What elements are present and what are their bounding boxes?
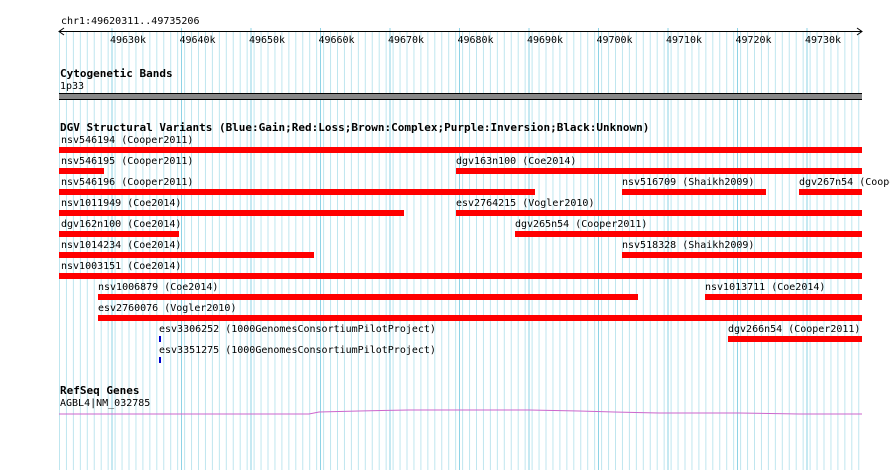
- dgv-feature-bar[interactable]: [159, 336, 161, 342]
- dgv-feature-label: dgv162n100 (Coe2014): [61, 219, 182, 230]
- ruler-tick-label: 49650k: [248, 35, 286, 46]
- cytoband-track-title: Cytogenetic Bands: [60, 67, 173, 80]
- dgv-feature-label: dgv265n54 (Cooper2011): [515, 219, 648, 230]
- ruler-tick-label: 49730k: [804, 35, 842, 46]
- dgv-feature-bar[interactable]: [622, 189, 766, 195]
- dgv-feature-label: esv2764215 (Vogler2010): [456, 198, 595, 209]
- ruler-tick-label: 49660k: [318, 35, 355, 46]
- ruler-arrows: [58, 27, 863, 36]
- cytoband-label: 1p33: [60, 81, 85, 92]
- dgv-feature-bar[interactable]: [59, 168, 104, 174]
- ruler-tick-label: 49700k: [596, 35, 633, 46]
- dgv-feature-bar[interactable]: [98, 315, 862, 321]
- dgv-feature-label: nsv546196 (Cooper2011): [61, 177, 194, 188]
- dgv-feature-bar[interactable]: [98, 294, 638, 300]
- ruler-tick-label: 49680k: [457, 35, 494, 46]
- dgv-feature-label: nsv1014234 (Coe2014): [61, 240, 182, 251]
- dgv-feature-bar[interactable]: [456, 210, 862, 216]
- dgv-feature-bar[interactable]: [705, 294, 862, 300]
- dgv-feature-bar[interactable]: [59, 147, 862, 153]
- dgv-feature-bar[interactable]: [59, 252, 314, 258]
- ruler-tick-label: 49710k: [665, 35, 703, 46]
- dgv-feature-bar[interactable]: [59, 231, 179, 237]
- dgv-feature-label: nsv546195 (Cooper2011): [61, 156, 194, 167]
- dgv-feature-label: esv3351275 (1000GenomesConsortiumPilotPr…: [159, 345, 436, 356]
- dgv-feature-bar[interactable]: [456, 168, 862, 174]
- dgv-feature-label: nsv516709 (Shaikh2009): [622, 177, 755, 188]
- ruler-tick-label: 49630k: [109, 35, 147, 46]
- ruler-tick-label: 49670k: [387, 35, 425, 46]
- dgv-feature-label: dgv267n54 (Cooper2011): [799, 177, 890, 188]
- dgv-feature-bar[interactable]: [59, 189, 535, 195]
- dgv-feature-label: dgv163n100 (Coe2014): [456, 156, 577, 167]
- ruler-axis: [59, 31, 862, 32]
- dgv-feature-bar[interactable]: [799, 189, 862, 195]
- dgv-feature-bar[interactable]: [728, 336, 862, 342]
- refseq-gene-model[interactable]: [59, 404, 862, 416]
- refseq-gene-label: AGBL4|NM_032785: [60, 398, 151, 409]
- dgv-track-title: DGV Structural Variants (Blue:Gain;Red:L…: [60, 121, 650, 134]
- dgv-feature-bar[interactable]: [59, 210, 404, 216]
- dgv-feature-label: esv3306252 (1000GenomesConsortiumPilotPr…: [159, 324, 436, 335]
- dgv-feature-label: nsv1006879 (Coe2014): [98, 282, 219, 293]
- dgv-feature-label: dgv266n54 (Cooper2011): [728, 324, 861, 335]
- dgv-feature-label: nsv1013711 (Coe2014): [705, 282, 826, 293]
- refseq-track-title: RefSeq Genes: [60, 384, 140, 397]
- ruler-tick-label: 49690k: [526, 35, 564, 46]
- ruler-position-label: chr1:49620311..49735206: [61, 16, 200, 27]
- dgv-feature-bar[interactable]: [159, 357, 161, 363]
- ruler-tick-label: 49720k: [735, 35, 772, 46]
- dgv-feature-bar[interactable]: [622, 252, 862, 258]
- cytoband-bar[interactable]: [59, 93, 862, 100]
- dgv-feature-bar[interactable]: [515, 231, 862, 237]
- ruler-tick-label: 49640k: [179, 35, 216, 46]
- dgv-feature-label: nsv1011949 (Coe2014): [61, 198, 182, 209]
- dgv-feature-bar[interactable]: [59, 273, 862, 279]
- dgv-feature-label: esv2760076 (Vogler2010): [98, 303, 237, 314]
- dgv-feature-label: nsv518328 (Shaikh2009): [622, 240, 755, 251]
- dgv-feature-label: nsv546194 (Cooper2011): [61, 135, 194, 146]
- dgv-feature-label: nsv1003151 (Coe2014): [61, 261, 182, 272]
